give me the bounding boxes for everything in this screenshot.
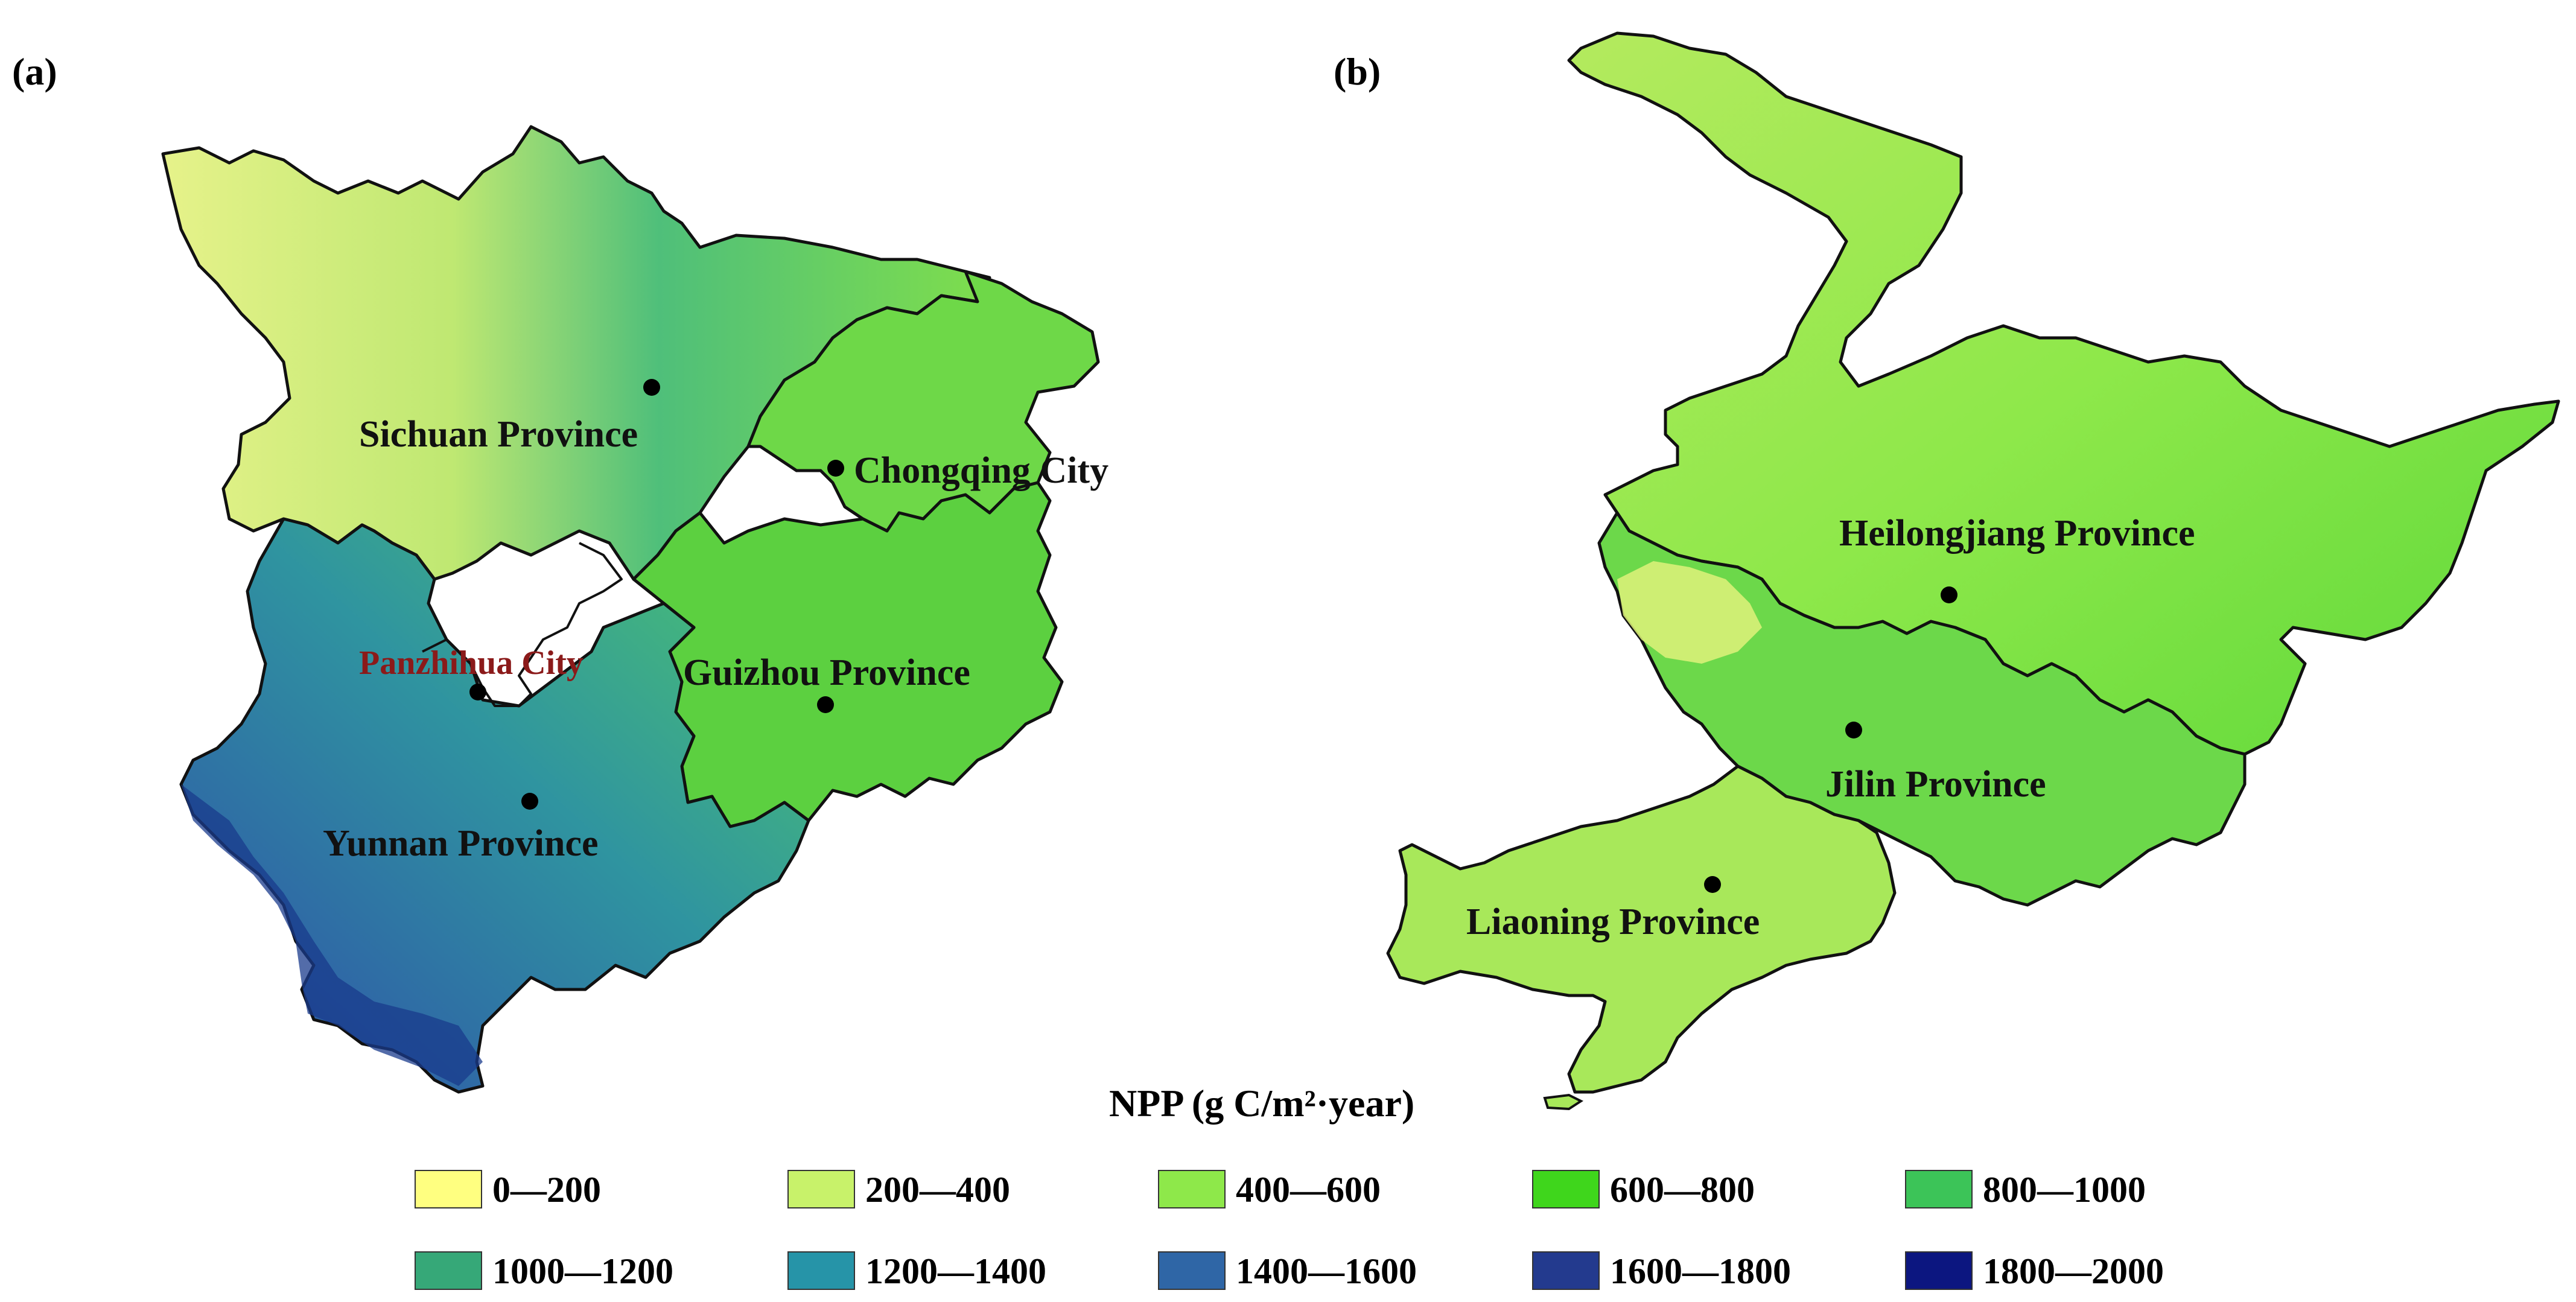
panel-label-b: (b) (1334, 50, 1381, 93)
heilongjiang-west-low-npp (1617, 561, 1762, 664)
liaoning-island (1543, 1093, 1584, 1111)
heilongjiang-region (1567, 31, 2560, 756)
legend-item: 400—600 (1158, 1170, 1381, 1210)
legend-swatch (415, 1251, 482, 1290)
legend-swatch (1532, 1170, 1600, 1208)
legend: NPP (g C/m²·year) 0—200 200—400 400—600 600… (415, 1082, 2164, 1291)
yunnan-high-npp-patch (181, 784, 483, 1086)
legend-item: 800—1000 (1905, 1170, 2146, 1210)
legend-label: 1400—1600 (1236, 1251, 1417, 1291)
panzhihua-dot (469, 684, 486, 700)
panzhihua-label: Panzhihua City (359, 644, 584, 682)
legend-swatch (1905, 1170, 1973, 1208)
legend-item: 1800—2000 (1905, 1251, 2164, 1291)
legend-label: 1000—1200 (492, 1251, 673, 1291)
legend-label: 600—800 (1610, 1170, 1755, 1210)
legend-item: 1400—1600 (1158, 1251, 1417, 1291)
liaoning-capital-dot (1704, 876, 1721, 893)
chongqing-label: Chongqing City (854, 450, 1108, 491)
jilin-capital-dot (1845, 722, 1862, 738)
panel-b-map: Heilongjiang Province Jilin Province Lia… (1386, 31, 2560, 1111)
legend-item: 0—200 (415, 1170, 601, 1210)
legend-label: 1800—2000 (1983, 1251, 2164, 1291)
legend-title: NPP (g C/m²·year) (1109, 1082, 1414, 1125)
heilongjiang-capital-dot (1941, 586, 1957, 603)
panel-a-map: Sichuan Province Chongqing City Guizhou … (161, 125, 1108, 1094)
liaoning-region (1386, 764, 1897, 1094)
legend-swatch (1158, 1251, 1226, 1290)
legend-label: 0—200 (492, 1170, 601, 1210)
legend-label: 1600—1800 (1610, 1251, 1791, 1291)
guizhou-label: Guizhou Province (683, 652, 970, 693)
heilongjiang-label: Heilongjiang Province (1839, 513, 2195, 554)
legend-swatch (787, 1251, 855, 1290)
yunnan-capital-dot (521, 793, 538, 810)
legend-swatch (415, 1170, 482, 1208)
legend-swatch (1905, 1251, 1973, 1290)
yunnan-label: Yunnan Province (323, 823, 599, 864)
legend-item: 200—400 (787, 1170, 1010, 1210)
jilin-region (1597, 511, 2247, 907)
guizhou-capital-dot (817, 696, 834, 713)
panel-label-a: (a) (12, 50, 57, 93)
panzhihua-region (422, 542, 623, 707)
jilin-label: Jilin Province (1825, 764, 2046, 805)
sichuan-capital-dot (643, 379, 660, 396)
legend-label: 400—600 (1236, 1170, 1381, 1210)
liaoning-label: Liaoning Province (1466, 901, 1760, 942)
legend-item: 1600—1800 (1532, 1251, 1791, 1291)
legend-item: 1200—1400 (787, 1251, 1046, 1291)
legend-label: 200—400 (865, 1170, 1010, 1210)
legend-swatch (787, 1170, 855, 1208)
chongqing-dot (827, 460, 844, 477)
sichuan-label: Sichuan Province (359, 414, 638, 455)
legend-swatch (1532, 1251, 1600, 1290)
legend-label: 800—1000 (1983, 1170, 2146, 1210)
legend-items: 0—200 200—400 400—600 600—800 800—1000 1000—1… (415, 1170, 2164, 1291)
legend-item: 1000—1200 (415, 1251, 673, 1291)
legend-swatch (1158, 1170, 1226, 1208)
legend-label: 1200—1400 (865, 1251, 1046, 1291)
legend-item: 600—800 (1532, 1170, 1755, 1210)
